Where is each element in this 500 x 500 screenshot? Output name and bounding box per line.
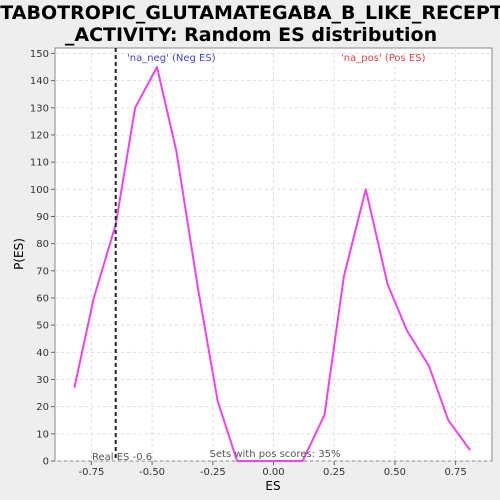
x-tick-label: -0.25 bbox=[200, 467, 226, 478]
sets-with-pos-scores-label: Sets with pos scores: 35% bbox=[210, 449, 341, 460]
x-axis-label: ES bbox=[265, 479, 280, 493]
y-tick-label: 150 bbox=[30, 49, 49, 60]
y-tick-label: 50 bbox=[36, 321, 49, 332]
y-tick-label: 30 bbox=[36, 375, 49, 386]
es-distribution-line bbox=[73, 66, 471, 462]
y-axis-label: P(ES) bbox=[12, 238, 26, 270]
y-tick-label: 120 bbox=[30, 130, 49, 141]
grid bbox=[55, 48, 492, 462]
series-layer bbox=[73, 66, 471, 462]
y-tick-label: 110 bbox=[30, 158, 49, 169]
y-tick-label: 140 bbox=[30, 76, 49, 87]
x-axis-ticks: -0.75 -0.50 -0.25 0.00 0.25 0.50 0.75 bbox=[78, 461, 467, 478]
y-tick-label: 130 bbox=[30, 103, 49, 114]
pos-es-label: 'na_pos' (Pos ES) bbox=[341, 53, 426, 64]
y-tick-label: 20 bbox=[36, 402, 49, 413]
y-tick-label: 70 bbox=[36, 266, 49, 277]
y-axis-ticks: 0 10 20 30 40 50 60 70 80 90 100 110 120 130 140 150 bbox=[30, 49, 55, 468]
neg-es-label: 'na_neg' (Neg ES) bbox=[127, 53, 216, 64]
real-es-label: Real ES -0.6 bbox=[92, 452, 152, 463]
y-tick-label: 100 bbox=[30, 185, 49, 196]
y-tick-label: 10 bbox=[36, 429, 49, 440]
y-tick-label: 90 bbox=[36, 212, 49, 223]
chart-title-line-1: METABOTROPIC_GLUTAMATEGABA_B_LIKE_RECEPT… bbox=[0, 2, 500, 24]
y-tick-label: 40 bbox=[36, 348, 49, 359]
y-tick-label: 0 bbox=[43, 457, 49, 468]
y-tick-label: 80 bbox=[36, 239, 49, 250]
x-tick-label: -0.75 bbox=[78, 467, 104, 478]
x-tick-label: 0.00 bbox=[262, 467, 284, 478]
x-tick-label: -0.50 bbox=[139, 467, 165, 478]
chart-title-line-2: _ACTIVITY: Random ES distribution bbox=[65, 24, 437, 46]
x-tick-label: 0.50 bbox=[384, 467, 406, 478]
y-tick-label: 60 bbox=[36, 293, 49, 304]
x-tick-label: 0.25 bbox=[323, 467, 345, 478]
x-tick-label: 0.75 bbox=[444, 467, 466, 478]
